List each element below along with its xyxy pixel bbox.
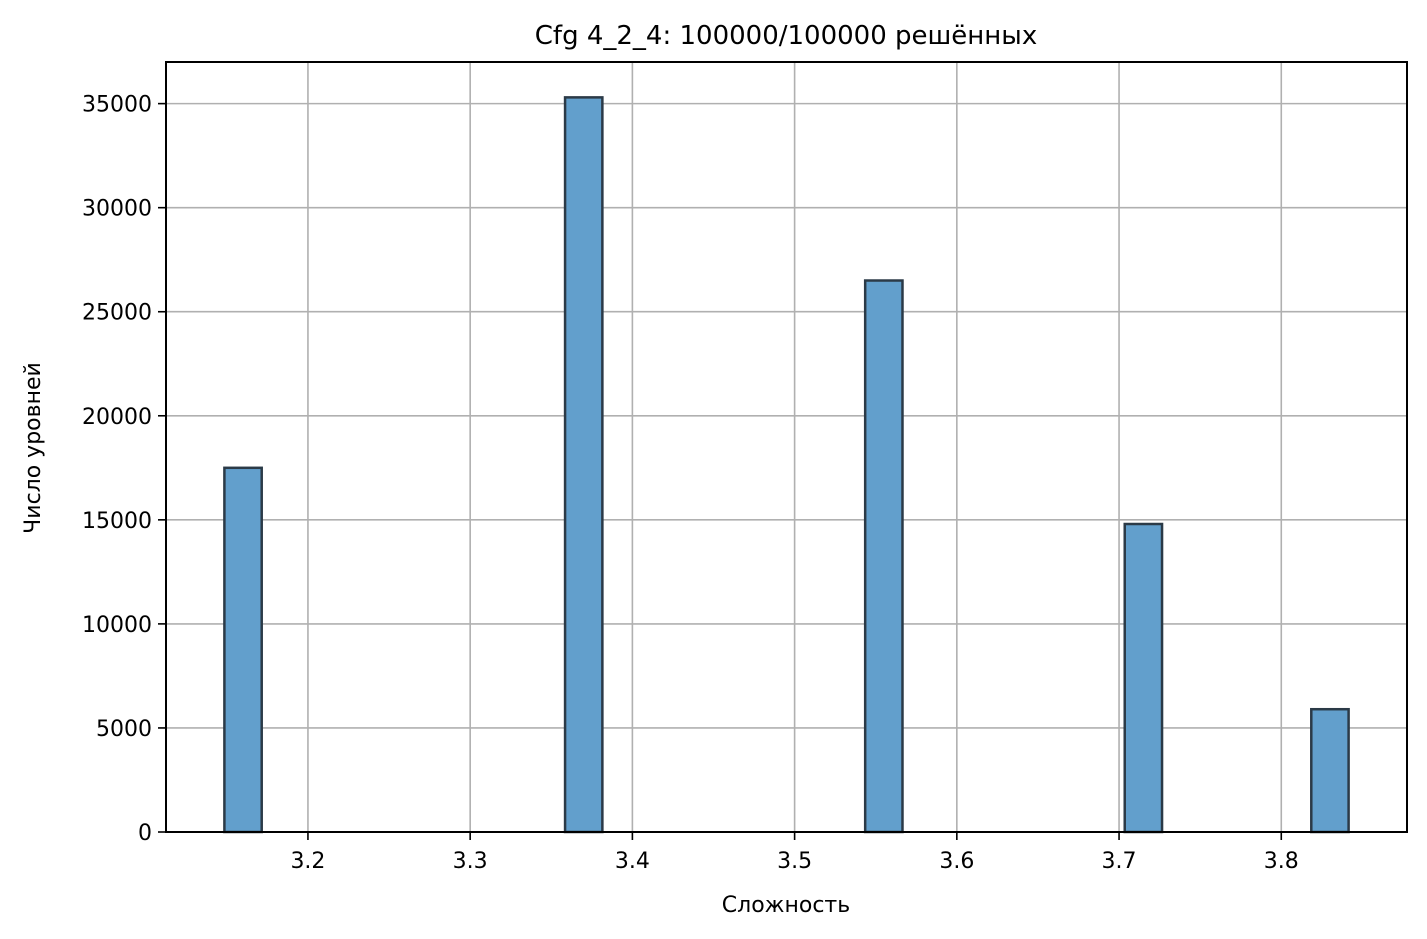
x-axis-title: Сложность <box>722 893 850 918</box>
y-tick-label: 10000 <box>82 613 152 638</box>
y-tick-label: 0 <box>138 821 152 846</box>
histogram-bar <box>1123 522 1164 834</box>
plot-frame <box>165 61 1408 833</box>
y-tick-label: 20000 <box>82 405 152 430</box>
histogram-bar <box>863 279 904 834</box>
y-axis-title: Число уровней <box>21 362 46 534</box>
histogram-bar <box>1310 707 1350 834</box>
x-tick-label: 3.7 <box>1102 849 1137 874</box>
x-tick-label: 3.4 <box>615 849 650 874</box>
histogram-bar <box>563 96 604 834</box>
x-tick-label: 3.5 <box>777 849 812 874</box>
x-tick-label: 3.8 <box>1264 849 1299 874</box>
x-tick-label: 3.3 <box>453 849 488 874</box>
axis-ticks: 3.2 3.3 3.4 3.5 3.6 3.7 3.8 0 5000 10000 15000 2000… <box>82 93 1299 874</box>
y-tick-label: 25000 <box>82 301 152 326</box>
x-tick-label: 3.2 <box>290 849 325 874</box>
histogram-bar <box>223 466 263 834</box>
y-tick-label: 30000 <box>82 197 152 222</box>
y-tick-label: 5000 <box>96 717 152 742</box>
chart-title: Cfg 4_2_4: 100000/100000 решённых <box>535 21 1037 51</box>
y-tick-label: 35000 <box>82 93 152 118</box>
x-tick-label: 3.6 <box>939 849 974 874</box>
y-tick-label: 15000 <box>82 509 152 534</box>
histogram-bars <box>223 96 1350 834</box>
grid-lines <box>166 62 1407 833</box>
